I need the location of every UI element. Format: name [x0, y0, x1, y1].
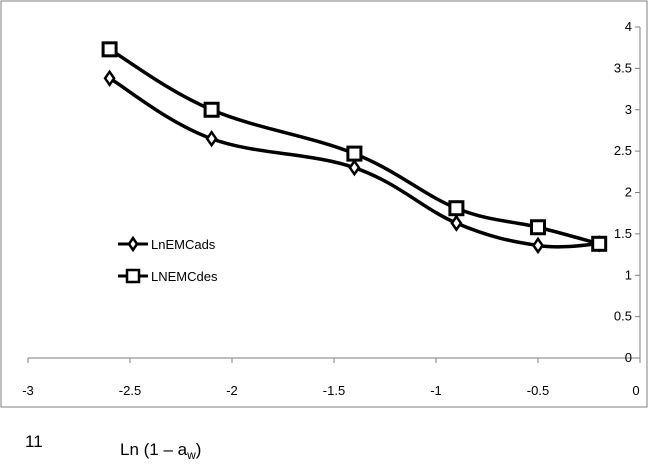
- x-tick-label: -3: [22, 383, 34, 398]
- legend-label-lnemcdes: LNEMCdes: [151, 269, 218, 284]
- x-tick-label: -1.5: [323, 383, 345, 398]
- x-tick-label: 0: [632, 383, 639, 398]
- data-point-lnemcdes: [448, 200, 465, 217]
- data-point-lnemcads: [531, 236, 545, 255]
- y-tick-label: 4: [625, 19, 632, 34]
- y-tick-label: 3: [625, 102, 632, 117]
- y-tick-label: 0: [625, 350, 632, 365]
- x-tick-label: -2: [226, 383, 238, 398]
- legend-diamond-marker: [127, 235, 139, 253]
- series-layer: [101, 41, 608, 255]
- x-axis-title-end: ): [196, 440, 202, 459]
- legend-item-lnemcdes: LNEMCdes: [118, 268, 218, 284]
- y-tick-label: 0.5: [614, 309, 632, 324]
- chart-frame: [0, 0, 648, 408]
- y-ticks: 0 0.5 1 1.5 2 2.5 3 3.5 4: [614, 19, 640, 365]
- x-axis-title-sub: w: [186, 448, 196, 459]
- x-tick-label: -2.5: [119, 383, 141, 398]
- y-tick-label: 2: [625, 185, 632, 200]
- y-tick-label: 2.5: [614, 143, 632, 158]
- data-point-lnemcdes: [591, 235, 608, 252]
- y-tick-label: 3.5: [614, 60, 632, 75]
- legend-item-lnemcads: LnEMCads: [118, 235, 216, 253]
- data-point-lnemcdes: [346, 145, 363, 162]
- data-point-lnemcads: [103, 69, 116, 88]
- x-ticks: -3 -2.5 -2 -1.5 -1 -0.5 0: [22, 358, 641, 398]
- x-axis-title: Ln (1 – aw): [120, 440, 201, 459]
- x-tick-label: -1: [430, 383, 442, 398]
- data-point-lnemcads: [450, 214, 463, 232]
- legend: LnEMCads LNEMCdes: [118, 235, 218, 284]
- caption-number: 11: [25, 432, 43, 451]
- legend-label-lnemcads: LnEMCads: [151, 237, 216, 252]
- x-axis-title-main: Ln (1 – a: [120, 440, 188, 459]
- data-point-lnemcdes: [203, 101, 220, 118]
- data-point-lnemcads: [205, 130, 218, 148]
- x-tick-label: -0.5: [527, 383, 549, 398]
- y-tick-label: 1: [625, 267, 632, 282]
- data-point-lnemcdes: [530, 219, 546, 236]
- legend-square-marker: [125, 268, 141, 284]
- y-tick-label: 1.5: [614, 226, 632, 241]
- data-point-lnemcads: [348, 158, 361, 177]
- data-point-lnemcdes: [101, 41, 118, 58]
